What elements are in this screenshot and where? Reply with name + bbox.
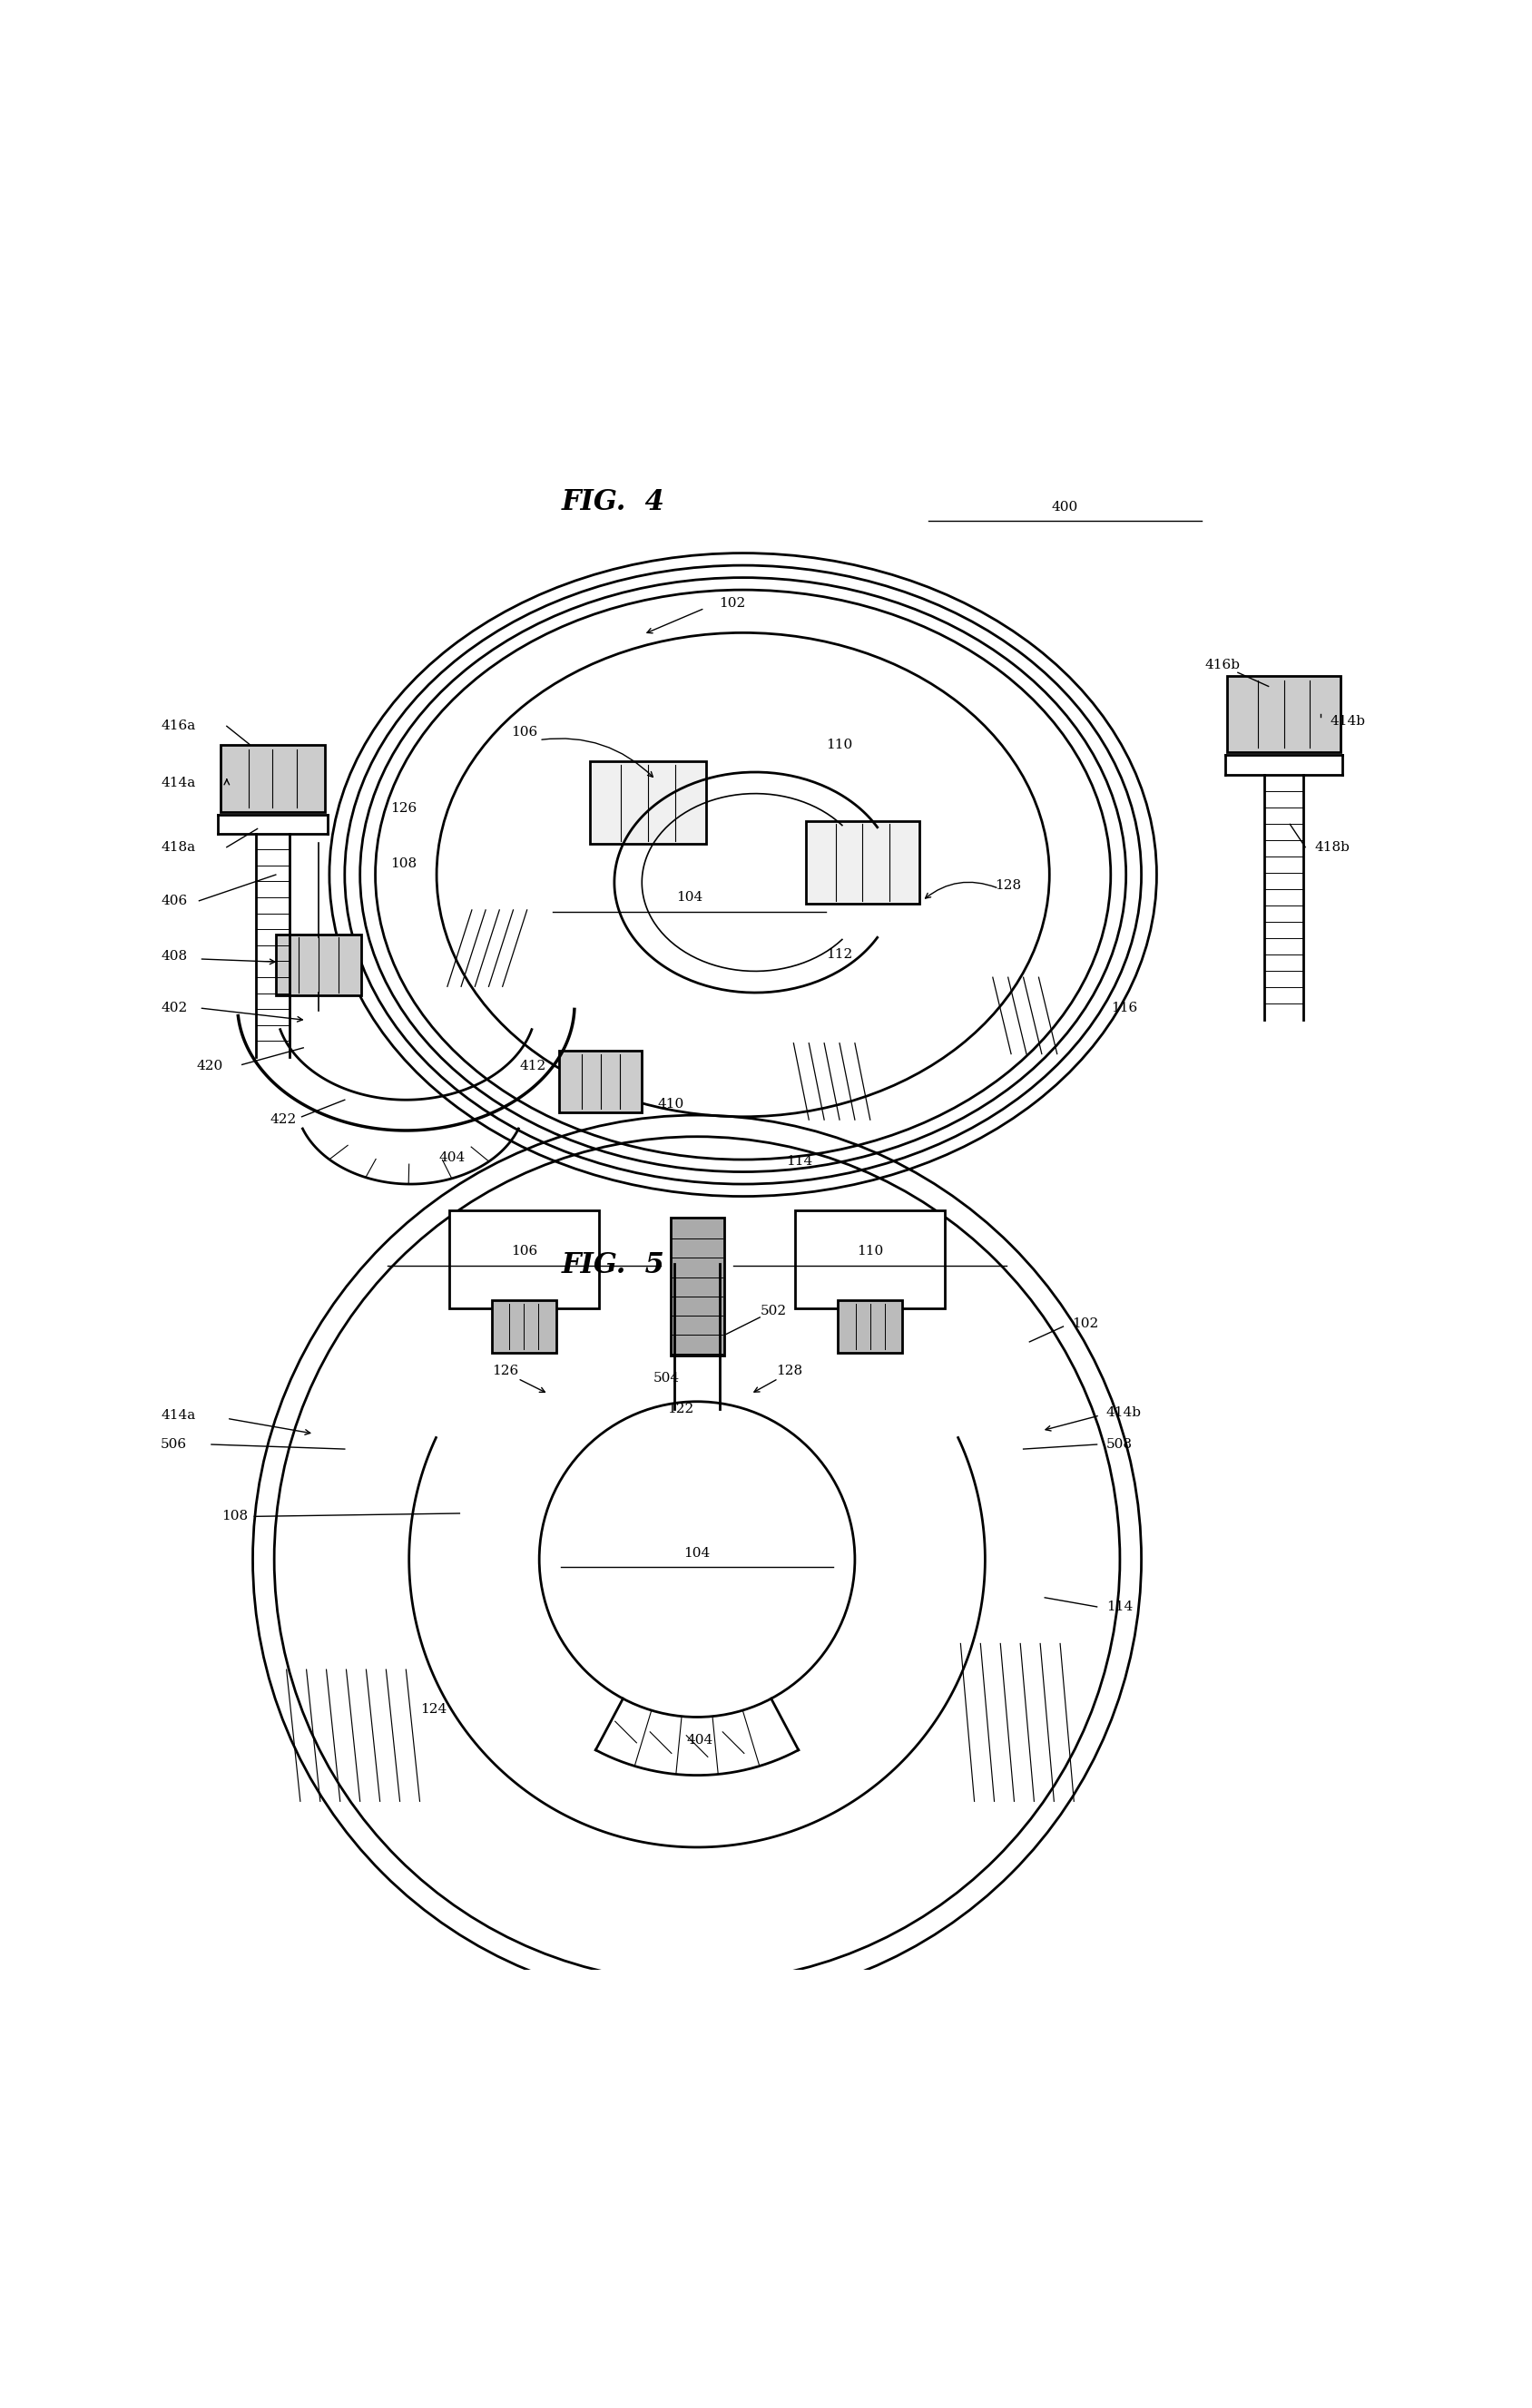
Text: 412: 412 <box>519 1060 547 1072</box>
Text: 104: 104 <box>676 891 703 903</box>
Text: 504: 504 <box>653 1373 680 1385</box>
Text: 116: 116 <box>1111 1002 1137 1014</box>
Text: 418a: 418a <box>161 840 196 852</box>
Text: 108: 108 <box>222 1510 248 1522</box>
Text: 414b: 414b <box>1330 715 1365 727</box>
Text: 410: 410 <box>657 1098 685 1110</box>
Text: 416a: 416a <box>161 720 196 732</box>
Ellipse shape <box>437 633 1049 1117</box>
Text: 420: 420 <box>196 1060 222 1072</box>
Text: 414a: 414a <box>161 1409 196 1421</box>
Text: 418b: 418b <box>1314 840 1350 852</box>
Text: 506: 506 <box>161 1438 187 1450</box>
Text: 128: 128 <box>775 1365 803 1377</box>
Text: 400: 400 <box>1051 501 1079 513</box>
Text: FIG.  5: FIG. 5 <box>561 1252 665 1279</box>
Text: 414a: 414a <box>161 775 196 790</box>
Text: 112: 112 <box>826 949 853 961</box>
FancyBboxPatch shape <box>492 1300 556 1353</box>
FancyBboxPatch shape <box>221 744 325 811</box>
Text: 404: 404 <box>686 1734 714 1746</box>
Text: 406: 406 <box>161 893 187 908</box>
Text: 402: 402 <box>161 1002 187 1014</box>
Text: 502: 502 <box>760 1305 787 1317</box>
Text: 122: 122 <box>666 1404 694 1416</box>
FancyBboxPatch shape <box>276 934 362 997</box>
Text: 110: 110 <box>826 739 853 751</box>
Text: 102: 102 <box>1072 1317 1098 1329</box>
Text: 414b: 414b <box>1106 1406 1141 1418</box>
FancyBboxPatch shape <box>449 1211 599 1308</box>
Circle shape <box>539 1401 855 1717</box>
Text: 104: 104 <box>683 1546 711 1560</box>
Text: 124: 124 <box>420 1702 447 1717</box>
Text: 404: 404 <box>438 1151 466 1165</box>
FancyBboxPatch shape <box>795 1211 945 1308</box>
Text: 110: 110 <box>856 1245 884 1257</box>
FancyBboxPatch shape <box>671 1218 725 1356</box>
Text: 416b: 416b <box>1204 657 1241 672</box>
Text: 106: 106 <box>510 725 538 739</box>
Text: 508: 508 <box>1106 1438 1132 1450</box>
FancyBboxPatch shape <box>806 821 919 903</box>
Text: 128: 128 <box>994 879 1022 891</box>
FancyBboxPatch shape <box>590 761 706 845</box>
FancyBboxPatch shape <box>838 1300 902 1353</box>
FancyBboxPatch shape <box>559 1050 642 1112</box>
Text: 422: 422 <box>270 1112 297 1127</box>
Text: FIG.  4: FIG. 4 <box>561 489 665 518</box>
Text: 102: 102 <box>719 597 746 609</box>
Text: 114: 114 <box>1106 1601 1132 1613</box>
Text: 126: 126 <box>492 1365 519 1377</box>
Text: 408: 408 <box>161 949 187 963</box>
FancyBboxPatch shape <box>1227 677 1340 751</box>
Text: 126: 126 <box>391 802 417 816</box>
Text: 108: 108 <box>391 857 417 869</box>
Text: 114: 114 <box>786 1156 813 1168</box>
Text: 106: 106 <box>510 1245 538 1257</box>
